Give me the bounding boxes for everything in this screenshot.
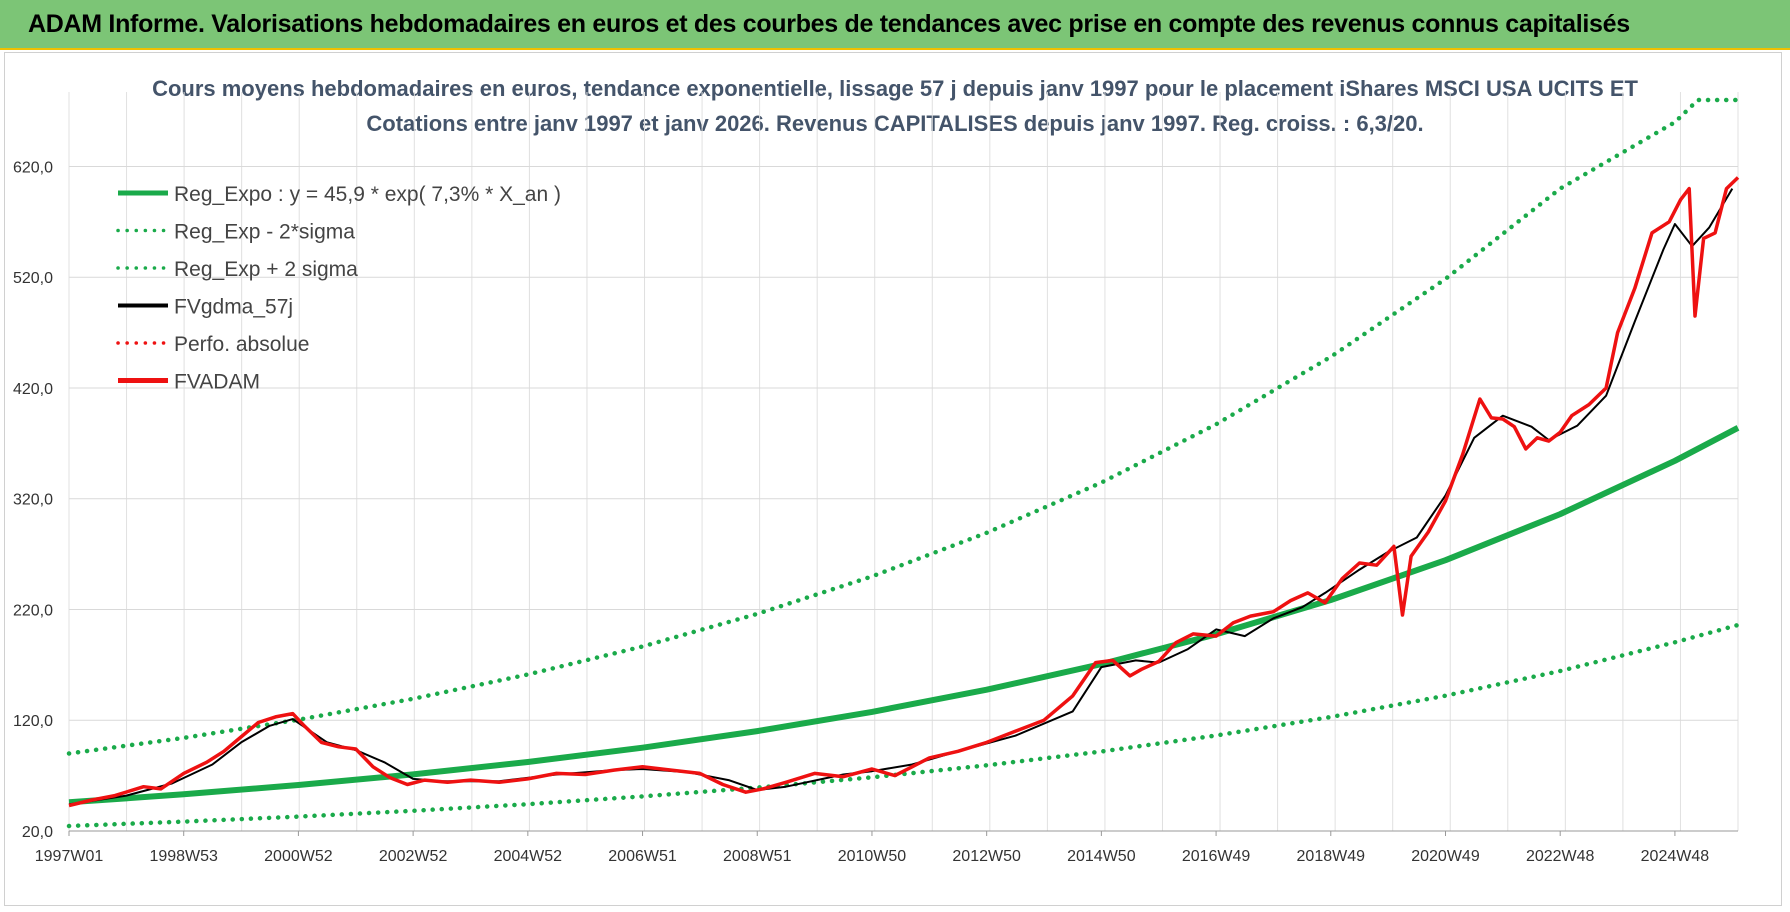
- y-tick-label: 520,0: [13, 270, 53, 287]
- legend-label: Reg_Exp - 2*sigma: [174, 221, 355, 244]
- y-tick-label: 620,0: [13, 159, 53, 176]
- x-tick-label: 2018W49: [1297, 848, 1366, 865]
- x-tick-label: 2012W50: [952, 848, 1021, 865]
- legend-label: FVADAM: [174, 371, 260, 394]
- series-line-2: [66, 97, 1741, 756]
- x-tick-label: 2004W52: [494, 848, 563, 865]
- header-title: ADAM Informe. Valorisations hebdomadaire…: [28, 10, 1630, 38]
- x-axis: 1997W01 1998W53 2000W52 2002W52 2004W52 2006W…: [35, 830, 1738, 865]
- header-banner: ADAM Informe. Valorisations hebdomadaire…: [0, 0, 1790, 50]
- y-tick-label: 320,0: [13, 492, 53, 509]
- series-layer: [66, 97, 1741, 829]
- grid: [68, 92, 1739, 832]
- x-tick-label: 2016W49: [1182, 848, 1251, 865]
- x-tick-label: 2014W50: [1067, 848, 1136, 865]
- x-tick-label: 1998W53: [149, 848, 218, 865]
- x-tick-label: 1997W01: [35, 848, 104, 865]
- y-tick-label: 220,0: [13, 602, 53, 619]
- chart-subtitle: Cotations entre janv 1997 et janv 2026. …: [366, 111, 1424, 136]
- legend: Reg_Expo : y = 45,9 * exp( 7,3% * X_an )…: [116, 183, 561, 394]
- legend-label: Perfo. absolue: [174, 333, 309, 356]
- y-tick-label: 20,0: [22, 824, 53, 841]
- series-line-1: [66, 622, 1741, 829]
- x-tick-label: 2000W52: [264, 848, 333, 865]
- x-tick-label: 2020W49: [1411, 848, 1480, 865]
- y-tick-label: 420,0: [13, 381, 53, 398]
- series-line-5: [68, 176, 1740, 808]
- x-tick-label: 2006W51: [608, 848, 677, 865]
- x-tick-label: 2024W48: [1641, 848, 1710, 865]
- legend-label: FVgdma_57j: [174, 296, 293, 319]
- x-tick-label: 2022W48: [1526, 848, 1595, 865]
- series-line-3: [68, 188, 1734, 806]
- x-tick-label: 2002W52: [379, 848, 448, 865]
- y-tick-label: 120,0: [13, 713, 53, 730]
- series-line-0: [68, 425, 1740, 806]
- x-tick-label: 2010W50: [838, 848, 907, 865]
- y-axis: 20,0 120,0 220,0 320,0 420,0 520,0 620,0: [13, 159, 53, 841]
- x-tick-label: 2008W51: [723, 848, 792, 865]
- chart-title: Cours moyens hebdomadaires en euros, ten…: [152, 76, 1638, 101]
- legend-label: Reg_Exp + 2 sigma: [174, 258, 358, 281]
- chart-frame: [4, 52, 1782, 906]
- legend-label: Reg_Expo : y = 45,9 * exp( 7,3% * X_an ): [174, 183, 561, 206]
